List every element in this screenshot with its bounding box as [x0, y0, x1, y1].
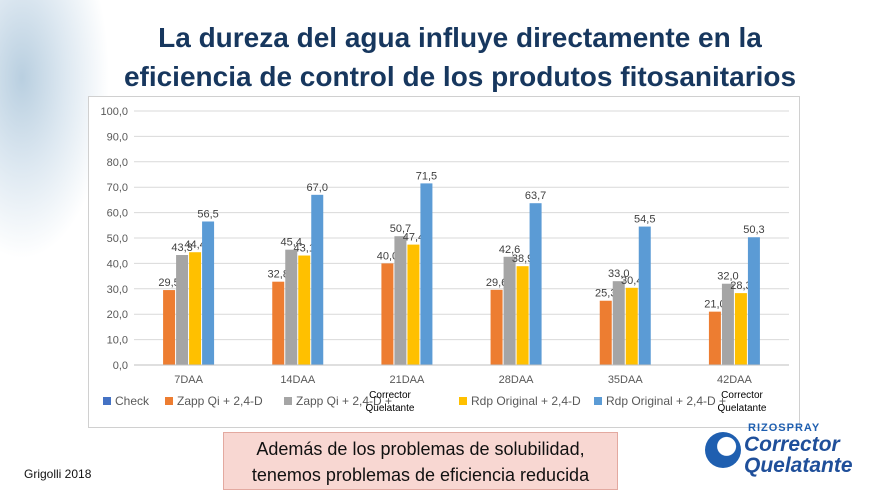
legend-label: Rdp Original + 2,4-D	[471, 394, 581, 408]
slide-title: La dureza del agua influye directamente …	[60, 18, 860, 96]
legend-label-extra: Corrector	[721, 390, 763, 401]
bar	[708, 311, 721, 365]
data-label: 33,0	[608, 268, 629, 280]
source-citation: Grigolli 2018	[24, 467, 92, 481]
bar	[298, 255, 311, 365]
bar-chart: 0,0 10,0 20,0 30,0 40,0 50,0 60,0 70,0 80,0 90,0 1…	[100, 106, 789, 414]
data-label: 63,7	[525, 190, 546, 202]
legend-swatch	[459, 397, 467, 405]
legend-swatch	[284, 397, 292, 405]
data-label: 67,0	[307, 182, 328, 194]
bar	[529, 203, 542, 365]
legend-label: Zapp Qi + 2,4-D	[177, 394, 263, 408]
bar	[503, 256, 516, 365]
chart-container: 0,0 10,0 20,0 30,0 40,0 50,0 60,0 70,0 80,0 90,0 1…	[88, 96, 800, 428]
bar	[599, 300, 612, 365]
y-tick-label: 70,0	[107, 182, 128, 194]
logo-swirl-icon	[705, 432, 741, 468]
data-label: 54,5	[634, 214, 655, 226]
bar	[516, 266, 529, 365]
bar	[272, 281, 285, 365]
title-line-1: La dureza del agua influye directamente …	[158, 22, 762, 53]
bar	[420, 183, 433, 365]
data-label: 45,4	[281, 237, 302, 249]
data-label: 47,4	[403, 232, 424, 244]
bar	[163, 290, 176, 365]
data-label: 29,6	[486, 277, 507, 289]
y-tick-label: 40,0	[107, 258, 128, 270]
bar	[638, 226, 651, 365]
y-tick-label: 60,0	[107, 208, 128, 220]
logo-line-1: Corrector	[744, 433, 840, 456]
bar	[202, 221, 215, 365]
y-tick-label: 20,0	[107, 309, 128, 321]
bar	[734, 293, 747, 365]
x-tick-label: 42DAA	[717, 374, 753, 386]
data-label: 32,0	[717, 271, 738, 283]
bar	[176, 255, 189, 365]
y-tick-label: 0,0	[113, 360, 128, 372]
bar	[407, 244, 420, 365]
data-label: 38,9	[512, 253, 533, 265]
data-label: 50,7	[390, 223, 411, 235]
logo-brand-name: Corrector Quelatante	[744, 434, 853, 476]
data-label: 25,3	[595, 288, 616, 300]
legend-label: Zapp Qi + 2,4-D +	[296, 394, 392, 408]
note-box: Además de los problemas de solubilidad, …	[223, 432, 618, 490]
note-line-2: tenemos problemas de eficiencia reducida	[251, 465, 590, 485]
data-label: 29,5	[158, 277, 179, 289]
brand-logo: RIZOSPRAY Corrector Quelatante	[700, 420, 870, 490]
legend-label-extra: Corrector	[369, 390, 411, 401]
bar	[721, 283, 734, 365]
bar	[625, 287, 638, 365]
bar	[381, 263, 394, 365]
logo-line-2: Quelatante	[744, 454, 853, 477]
data-label: 21,0	[704, 299, 725, 311]
data-label: 40,0	[377, 250, 398, 262]
legend-swatch	[165, 397, 173, 405]
bar	[747, 237, 760, 365]
bar	[612, 281, 625, 365]
data-label: 44,4	[184, 239, 205, 251]
x-tick-label: 28DAA	[499, 374, 535, 386]
bar	[311, 194, 324, 365]
x-tick-label: 21DAA	[389, 374, 425, 386]
title-line-2: eficiencia de control de los produtos fi…	[123, 61, 797, 92]
y-tick-label: 30,0	[107, 284, 128, 296]
data-label: 28,3	[730, 280, 751, 292]
data-label: 56,5	[197, 208, 218, 220]
data-label: 71,5	[416, 170, 437, 182]
bar	[394, 236, 407, 365]
x-tick-label: 14DAA	[280, 374, 316, 386]
x-tick-label: 35DAA	[608, 374, 644, 386]
legend-swatch	[103, 397, 111, 405]
note-line-1: Además de los problemas de solubilidad,	[256, 439, 585, 459]
data-label: 30,4	[621, 275, 642, 287]
y-tick-label: 100,0	[100, 106, 128, 118]
legend-label: Rdp Original + 2,4-D +	[606, 394, 726, 408]
bar	[285, 249, 298, 365]
legend-swatch	[594, 397, 602, 405]
data-label: 43,1	[294, 243, 315, 255]
data-label: 50,3	[743, 224, 764, 236]
y-tick-label: 50,0	[107, 233, 128, 245]
legend-label: Check	[115, 394, 150, 408]
logo-brand-small: RIZOSPRAY	[748, 422, 821, 434]
y-tick-label: 10,0	[107, 335, 128, 347]
bar	[189, 252, 202, 365]
legend-label-extra: Quelatante	[718, 403, 767, 414]
data-label: 32,8	[268, 269, 289, 281]
y-tick-label: 90,0	[107, 131, 128, 143]
data-label: 43,3	[171, 242, 192, 254]
bar	[490, 289, 503, 365]
y-tick-label: 80,0	[107, 157, 128, 169]
legend-label-extra: Quelatante	[366, 403, 415, 414]
x-tick-label: 7DAA	[174, 374, 203, 386]
data-label: 42,6	[499, 244, 520, 256]
